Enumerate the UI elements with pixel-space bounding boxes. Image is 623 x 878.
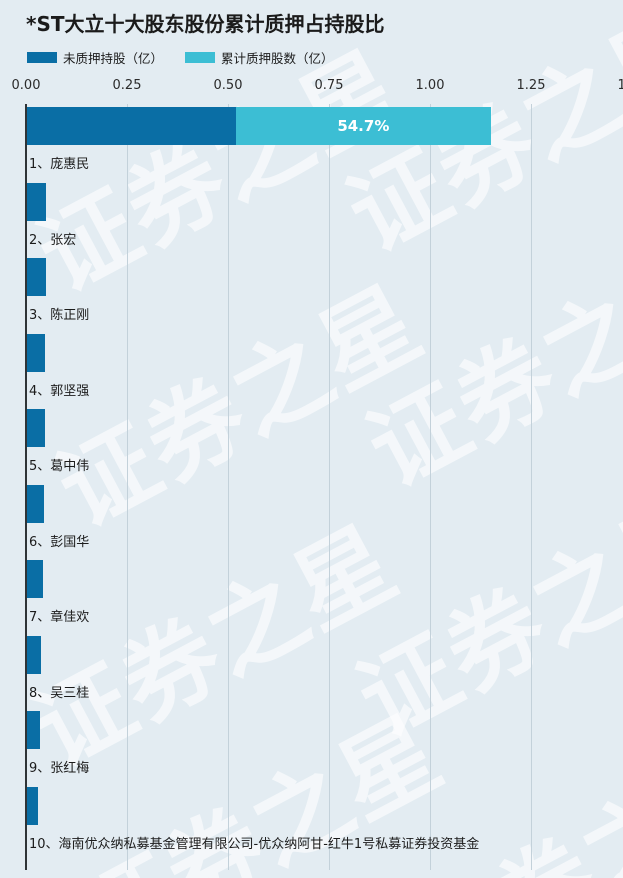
- bar-row: 2、张宏: [0, 180, 623, 256]
- legend-label-unpledged: 未质押持股（亿）: [63, 51, 164, 66]
- x-tick-4: 1.00: [415, 78, 445, 93]
- chart-title: *ST大立十大股东股份累计质押占持股比: [26, 12, 385, 36]
- x-tick-1: 0.25: [112, 78, 142, 93]
- x-tick-3: 0.75: [314, 78, 344, 93]
- bar-segment-unpledged[interactable]: [26, 333, 45, 372]
- bar-segment-unpledged[interactable]: [26, 484, 44, 523]
- bar-track: [26, 409, 45, 447]
- bar-row: 7、章佳欢: [0, 557, 623, 633]
- category-label: 6、彭国华: [29, 534, 90, 550]
- bar-value-label: 54.7%: [337, 117, 390, 135]
- category-label: 3、陈正刚: [29, 308, 90, 323]
- chart-legend: 未质押持股（亿） 累计质押股数（亿）: [27, 48, 334, 67]
- bar-track: [26, 635, 41, 674]
- bar-track: [26, 560, 43, 598]
- category-label: 1、庞惠民: [29, 157, 90, 172]
- bar-track: [26, 484, 44, 523]
- legend-swatch-unpledged: [27, 52, 57, 63]
- bar-row: 9、张红梅: [0, 708, 623, 784]
- bar-row: 10、海南优众纳私募基金管理有限公司-优众纳阿甘-红牛1号私募证券投资基金: [0, 784, 623, 860]
- legend-item-pledged[interactable]: 累计质押股数（亿）: [185, 48, 334, 67]
- category-label: 2、张宏: [29, 232, 77, 248]
- legend-item-unpledged[interactable]: 未质押持股（亿）: [27, 48, 163, 67]
- bar-row: 5、葛中伟: [0, 406, 623, 482]
- x-tick-5: 1.25: [516, 78, 546, 93]
- gridline-1: [127, 104, 128, 870]
- category-label: 4、郭坚强: [29, 383, 90, 399]
- bar-row: 3、陈正刚: [0, 255, 623, 331]
- bar-segment-unpledged[interactable]: [26, 409, 45, 447]
- bar-row: 54.7% 1、庞惠民: [0, 104, 623, 180]
- bar-segment-unpledged[interactable]: [26, 711, 40, 749]
- bar-segment-pledged[interactable]: 54.7%: [236, 107, 491, 145]
- bar-segment-unpledged[interactable]: [26, 258, 47, 296]
- bar-segment-unpledged[interactable]: [26, 107, 237, 145]
- legend-swatch-pledged: [185, 52, 216, 63]
- bar-track: [26, 258, 47, 296]
- bar-row: 6、彭国华: [0, 482, 623, 558]
- gridline-5: [531, 104, 532, 870]
- plot-area: 54.7% 1、庞惠民 2、张宏 3、陈正刚 4、郭坚强 5、葛中伟 6、彭国华 7、章佳欢 8…: [0, 104, 623, 870]
- gridline-4: [430, 104, 431, 870]
- gridline-2: [228, 104, 229, 870]
- x-tick-2: 0.50: [213, 78, 243, 93]
- bar-track: [26, 786, 39, 825]
- x-tick-0: 0.00: [11, 78, 41, 93]
- category-label: 7、章佳欢: [29, 610, 90, 625]
- category-label: 5、葛中伟: [29, 459, 90, 474]
- bar-track: [26, 333, 45, 372]
- gridline-3: [329, 104, 330, 870]
- bar-track: [26, 182, 47, 221]
- bar-segment-unpledged[interactable]: [26, 635, 41, 674]
- bar-segment-unpledged[interactable]: [26, 786, 39, 825]
- category-label: 8、吴三桂: [29, 685, 90, 701]
- legend-label-pledged: 累计质押股数（亿）: [221, 51, 334, 66]
- x-tick-6: 1.50: [617, 78, 623, 93]
- bar-track: 54.7%: [26, 107, 491, 145]
- category-label: 9、张红梅: [29, 761, 90, 776]
- bar-row: 4、郭坚强: [0, 331, 623, 407]
- bar-segment-unpledged[interactable]: [26, 560, 43, 598]
- bar-track: [26, 711, 40, 749]
- y-axis-line: [25, 104, 27, 870]
- bar-segment-unpledged[interactable]: [26, 182, 47, 221]
- category-label: 10、海南优众纳私募基金管理有限公司-优众纳阿甘-红牛1号私募证券投资基金: [29, 836, 480, 852]
- x-axis-tick-labels: 0.000.250.500.751.001.251.501.75: [0, 78, 623, 98]
- bar-row: 8、吴三桂: [0, 633, 623, 709]
